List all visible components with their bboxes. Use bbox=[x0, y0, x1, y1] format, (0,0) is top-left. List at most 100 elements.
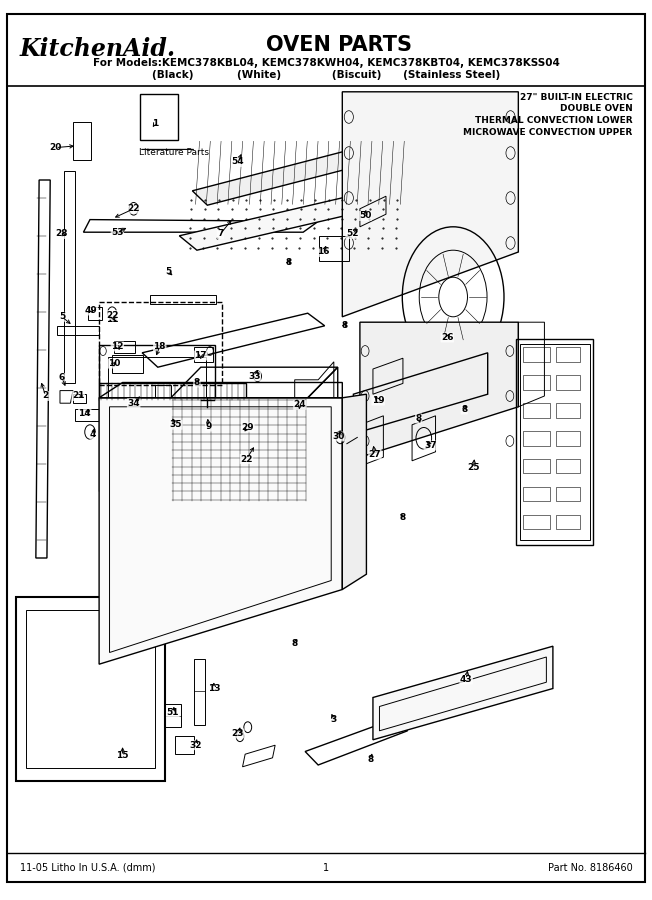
Text: 51: 51 bbox=[166, 708, 179, 717]
Text: Part No. 8186460: Part No. 8186460 bbox=[548, 862, 632, 873]
Text: 1: 1 bbox=[323, 862, 329, 873]
Text: 4: 4 bbox=[90, 430, 96, 439]
Bar bbox=[88, 307, 102, 320]
Text: 32: 32 bbox=[189, 741, 202, 750]
Text: 9: 9 bbox=[205, 422, 212, 431]
Text: 24: 24 bbox=[293, 400, 306, 410]
Text: 8: 8 bbox=[461, 405, 467, 414]
Text: 11: 11 bbox=[106, 315, 119, 324]
Text: KitchenAid.: KitchenAid. bbox=[20, 38, 175, 61]
Text: 28: 28 bbox=[55, 230, 68, 238]
Text: 30: 30 bbox=[333, 432, 345, 441]
Polygon shape bbox=[342, 92, 518, 317]
Text: For Models:KEMC378KBL04, KEMC378KWH04, KEMC378KBT04, KEMC378KSS04: For Models:KEMC378KBL04, KEMC378KWH04, K… bbox=[93, 58, 559, 68]
Text: MICROWAVE CONVECTION UPPER: MICROWAVE CONVECTION UPPER bbox=[463, 128, 632, 137]
Text: 5: 5 bbox=[59, 312, 65, 321]
Bar bbox=[556, 375, 580, 390]
Bar bbox=[523, 487, 550, 501]
Text: 15: 15 bbox=[116, 752, 129, 760]
Polygon shape bbox=[99, 398, 342, 664]
Bar bbox=[319, 236, 349, 261]
Bar bbox=[523, 403, 550, 418]
Text: 21: 21 bbox=[72, 392, 85, 400]
Text: 54: 54 bbox=[231, 158, 244, 166]
Text: 17: 17 bbox=[194, 351, 207, 360]
Polygon shape bbox=[373, 646, 553, 740]
Bar bbox=[523, 515, 550, 529]
Text: 22: 22 bbox=[106, 310, 119, 320]
Bar bbox=[99, 345, 215, 490]
Polygon shape bbox=[360, 322, 518, 457]
Text: 12: 12 bbox=[111, 342, 124, 351]
Bar bbox=[556, 403, 580, 418]
Text: 6: 6 bbox=[59, 374, 65, 382]
Bar bbox=[194, 347, 213, 362]
Text: 7: 7 bbox=[217, 230, 224, 238]
Text: 27" BUILT-IN ELECTRIC: 27" BUILT-IN ELECTRIC bbox=[520, 93, 632, 102]
Bar bbox=[73, 122, 91, 160]
Text: 22: 22 bbox=[127, 204, 140, 213]
Text: 10: 10 bbox=[108, 359, 120, 368]
Text: 23: 23 bbox=[231, 729, 244, 738]
Text: 8: 8 bbox=[194, 378, 200, 387]
Text: 8: 8 bbox=[341, 321, 348, 330]
Text: 35: 35 bbox=[170, 420, 183, 429]
Bar bbox=[556, 431, 580, 446]
Text: 22: 22 bbox=[240, 454, 253, 464]
Text: Literature Parts: Literature Parts bbox=[139, 148, 209, 157]
Text: 34: 34 bbox=[127, 399, 140, 408]
Bar bbox=[140, 94, 178, 140]
Bar bbox=[112, 355, 143, 373]
Polygon shape bbox=[179, 187, 406, 250]
Bar bbox=[99, 302, 222, 385]
Bar bbox=[516, 339, 593, 544]
Polygon shape bbox=[171, 398, 308, 502]
Bar bbox=[520, 344, 590, 540]
Text: 8: 8 bbox=[367, 755, 374, 764]
Text: 49: 49 bbox=[85, 306, 98, 315]
Bar bbox=[523, 347, 550, 362]
Bar bbox=[556, 459, 580, 473]
Text: THERMAL CONVECTION LOWER: THERMAL CONVECTION LOWER bbox=[475, 116, 632, 125]
Text: 25: 25 bbox=[467, 464, 480, 472]
Bar bbox=[108, 357, 206, 478]
Text: 14: 14 bbox=[78, 410, 91, 418]
Text: 8: 8 bbox=[415, 414, 422, 423]
Text: 20: 20 bbox=[50, 143, 61, 152]
Text: OVEN PARTS: OVEN PARTS bbox=[266, 35, 412, 55]
Bar bbox=[523, 459, 550, 473]
Text: 43: 43 bbox=[460, 675, 473, 684]
Text: 8: 8 bbox=[291, 639, 298, 648]
Bar bbox=[556, 487, 580, 501]
Bar bbox=[99, 383, 246, 400]
Bar bbox=[556, 515, 580, 529]
Text: 5: 5 bbox=[165, 267, 171, 276]
Text: 8: 8 bbox=[285, 258, 291, 267]
Text: 26: 26 bbox=[441, 333, 454, 342]
Bar bbox=[556, 347, 580, 362]
Text: 29: 29 bbox=[241, 423, 254, 432]
Text: 50: 50 bbox=[359, 212, 371, 220]
Text: DOUBLE OVEN: DOUBLE OVEN bbox=[559, 104, 632, 113]
Text: 11-05 Litho In U.S.A. (dmm): 11-05 Litho In U.S.A. (dmm) bbox=[20, 862, 155, 873]
Text: 2: 2 bbox=[42, 392, 49, 400]
Bar bbox=[114, 341, 135, 353]
Bar bbox=[64, 171, 75, 382]
Text: 8: 8 bbox=[400, 513, 406, 522]
Text: 53: 53 bbox=[111, 228, 124, 237]
Text: 27: 27 bbox=[368, 450, 381, 459]
Text: 3: 3 bbox=[331, 716, 337, 724]
Bar bbox=[16, 597, 165, 781]
Text: 19: 19 bbox=[372, 396, 385, 405]
Text: 52: 52 bbox=[346, 230, 359, 238]
Text: 1: 1 bbox=[152, 119, 158, 128]
Polygon shape bbox=[342, 394, 366, 590]
Text: 16: 16 bbox=[317, 248, 330, 256]
Text: 37: 37 bbox=[424, 441, 437, 450]
Text: (Black)            (White)              (Biscuit)      (Stainless Steel): (Black) (White) (Biscuit) (Stainless Ste… bbox=[152, 69, 500, 80]
Bar bbox=[523, 431, 550, 446]
Text: 18: 18 bbox=[153, 342, 166, 351]
Text: 13: 13 bbox=[207, 684, 220, 693]
Bar bbox=[523, 375, 550, 390]
Text: 33: 33 bbox=[248, 372, 261, 381]
